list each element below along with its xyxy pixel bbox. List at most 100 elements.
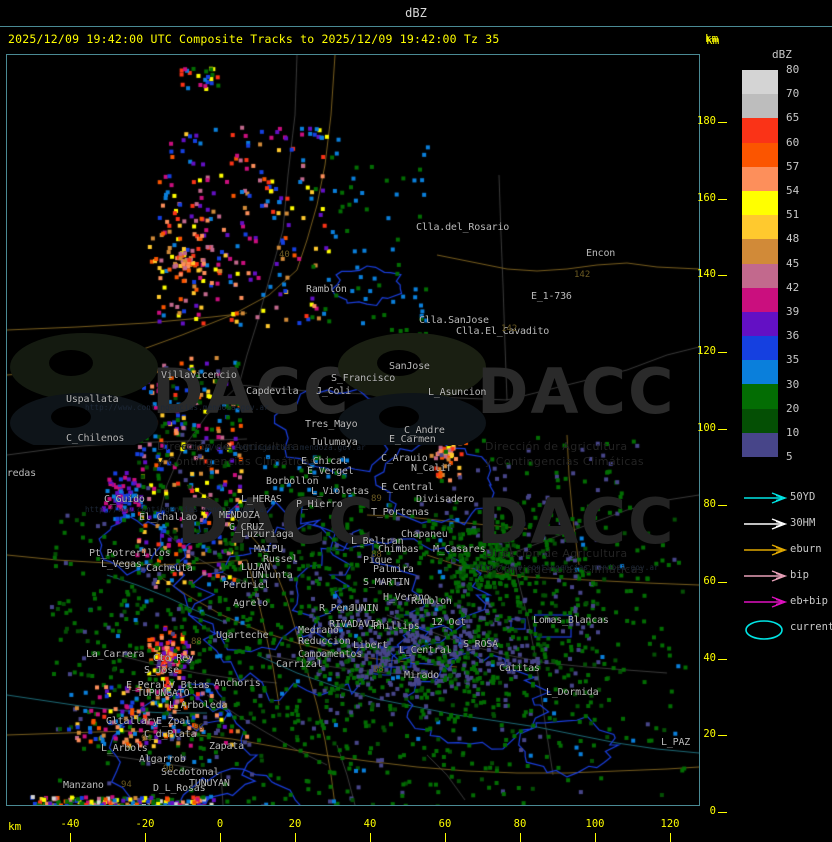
legend-item-label: 30HM (790, 517, 816, 529)
colorbar-level-label: 48 (786, 232, 800, 246)
y-axis-tick-mark (718, 352, 727, 353)
map-place-label: Ugarteche (216, 630, 269, 641)
x-axis-tick-label: 60 (438, 818, 452, 830)
map-place-label: J_Coli (316, 386, 351, 397)
y-axis-tick-mark (718, 198, 727, 200)
y-axis-tick-label: 180 (697, 115, 716, 127)
map-place-label: L_Beltran (351, 536, 404, 547)
colorbar-level-label: 35 (786, 353, 800, 367)
header-strip: 2025/12/09 19:42:00 UTC Composite Tracks… (0, 28, 832, 52)
map-place-label: M_Casares (433, 544, 486, 555)
map-place-label: Medrano (298, 625, 339, 636)
x-axis-tick-mark (370, 833, 371, 842)
map-place-label: C_d_Plata (144, 729, 197, 740)
map-place-label: R_Pena (319, 603, 354, 614)
colorbar-swatch (742, 190, 778, 216)
y-axis-tick-mark (718, 582, 727, 583)
map-place-label: L_HERAS (241, 494, 282, 505)
colorbar-swatch (742, 239, 778, 264)
y-axis-tick-label: 80 (703, 498, 716, 511)
road-shield-label: 88 (373, 665, 384, 675)
x-axis-tick-mark (670, 833, 671, 842)
colorbar-swatch (742, 142, 778, 167)
map-place-label: Lomas_Blancas (533, 615, 609, 626)
colorbar-level-label: 54 (786, 184, 800, 197)
colorbar-swatch (742, 384, 778, 409)
map-place-label: N_Calif (411, 463, 452, 474)
y-axis-tick-label: 120 (697, 345, 716, 357)
legend-item[interactable]: eburn (740, 540, 832, 562)
x-axis-tick-mark (595, 833, 596, 842)
map-place-label: C_Andre (404, 425, 445, 436)
colorbar-swatch (742, 311, 778, 337)
map-place-label: Chimbas (378, 544, 419, 555)
x-axis-tick-mark (295, 833, 296, 842)
x-axis-tick-mark (145, 833, 146, 842)
map-place-label: Villavicencio (161, 370, 237, 381)
map-place-label: L_Central (399, 645, 452, 656)
legend-item[interactable]: 30HM (740, 514, 832, 536)
colorbar-level-label: 10 (786, 426, 800, 439)
map-place-label: E_Peral (126, 680, 167, 691)
map-place-label: V_Btias (169, 680, 210, 691)
legend-item-label: bip (790, 569, 809, 581)
map-place-label: Encon (586, 248, 616, 259)
map-place-label: E_1-736 (531, 291, 572, 302)
colorbar-level-label: 42 (786, 280, 800, 294)
colorbar-swatch (742, 215, 778, 240)
map-place-label: E_Zpal (156, 716, 191, 727)
map-place-label: Phillips (373, 621, 420, 632)
x-axis-tick-label: 40 (363, 818, 377, 830)
map-place-label: MAIPU (254, 544, 284, 555)
map-place-label: L_Vegas (101, 559, 142, 570)
y-axis-tick-mark (718, 505, 727, 507)
legend-item[interactable]: current (740, 618, 832, 640)
road-shield-label: 88 (191, 637, 202, 647)
map-place-label: Pique (363, 555, 393, 566)
map-place-label: L_Violetas (311, 486, 370, 497)
map-place-label: Ramblón (306, 284, 347, 295)
road-shield-label: 142 (501, 324, 518, 334)
colorbar-level-label: 36 (786, 329, 800, 343)
map-place-label: D_L_Rosas (153, 783, 206, 794)
colorbar-level-label: 20 (786, 401, 800, 415)
colorbar-title: dBZ (772, 48, 792, 61)
legend-item-label: current (790, 621, 832, 633)
y-axis-tick-mark (718, 275, 727, 277)
y-axis-tick-label: 60 (703, 575, 716, 587)
track-arrow-icon (744, 518, 788, 530)
colorbar-swatch (742, 336, 778, 361)
colorbar-swatch (742, 432, 778, 457)
colorbar-swatch (742, 287, 778, 312)
legend-item-label: 50YD (790, 491, 816, 503)
colorbar-swatch (742, 70, 778, 95)
colorbar-level-label: 5 (786, 450, 793, 464)
map-place-label: Zapata (209, 741, 244, 752)
map-place-label: Secdotonal (161, 767, 220, 778)
y-axis-tick-mark (718, 658, 727, 660)
map-place-label: TUPUNGATO (137, 688, 190, 699)
legend-item[interactable]: bip (740, 566, 832, 588)
map-place-label: Divisadero (416, 494, 475, 505)
window-title-bar: dBZ (0, 0, 832, 27)
map-place-label: RIVADAVIA (329, 619, 382, 630)
legend-item[interactable]: eb+bip (740, 592, 832, 614)
map-place-label: Chapaneu (401, 529, 448, 540)
y-axis-tick-label: 40 (703, 651, 716, 664)
radar-map-plot[interactable]: DACC Dirección de Agricultura y Continge… (6, 54, 700, 806)
map-place-label: Manzano (63, 780, 104, 791)
road-shield-label: 94 (141, 734, 152, 744)
y-axis-tick-mark (718, 428, 727, 430)
map-place-label: Luzuriaga (241, 529, 294, 540)
road-shield-label: 94 (121, 780, 132, 790)
x-axis-tick-label: 20 (288, 818, 302, 830)
map-place-label: S_ROSA (463, 639, 498, 650)
legend-item[interactable]: 50YD (740, 488, 832, 510)
map-place-label: L_Asuncion (428, 387, 487, 398)
x-axis-tick-mark (70, 833, 71, 842)
y-axis-tick-label: 100 (697, 421, 716, 434)
y-axis-tick-label: 20 (703, 728, 716, 741)
legend-item-label: eb+bip (790, 595, 828, 607)
map-place-label: Clla.del_Rosario (416, 222, 510, 233)
x-axis-tick-label: 0 (216, 818, 224, 830)
